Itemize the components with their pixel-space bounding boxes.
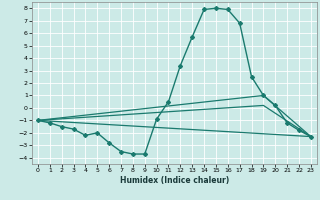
X-axis label: Humidex (Indice chaleur): Humidex (Indice chaleur) (120, 176, 229, 185)
